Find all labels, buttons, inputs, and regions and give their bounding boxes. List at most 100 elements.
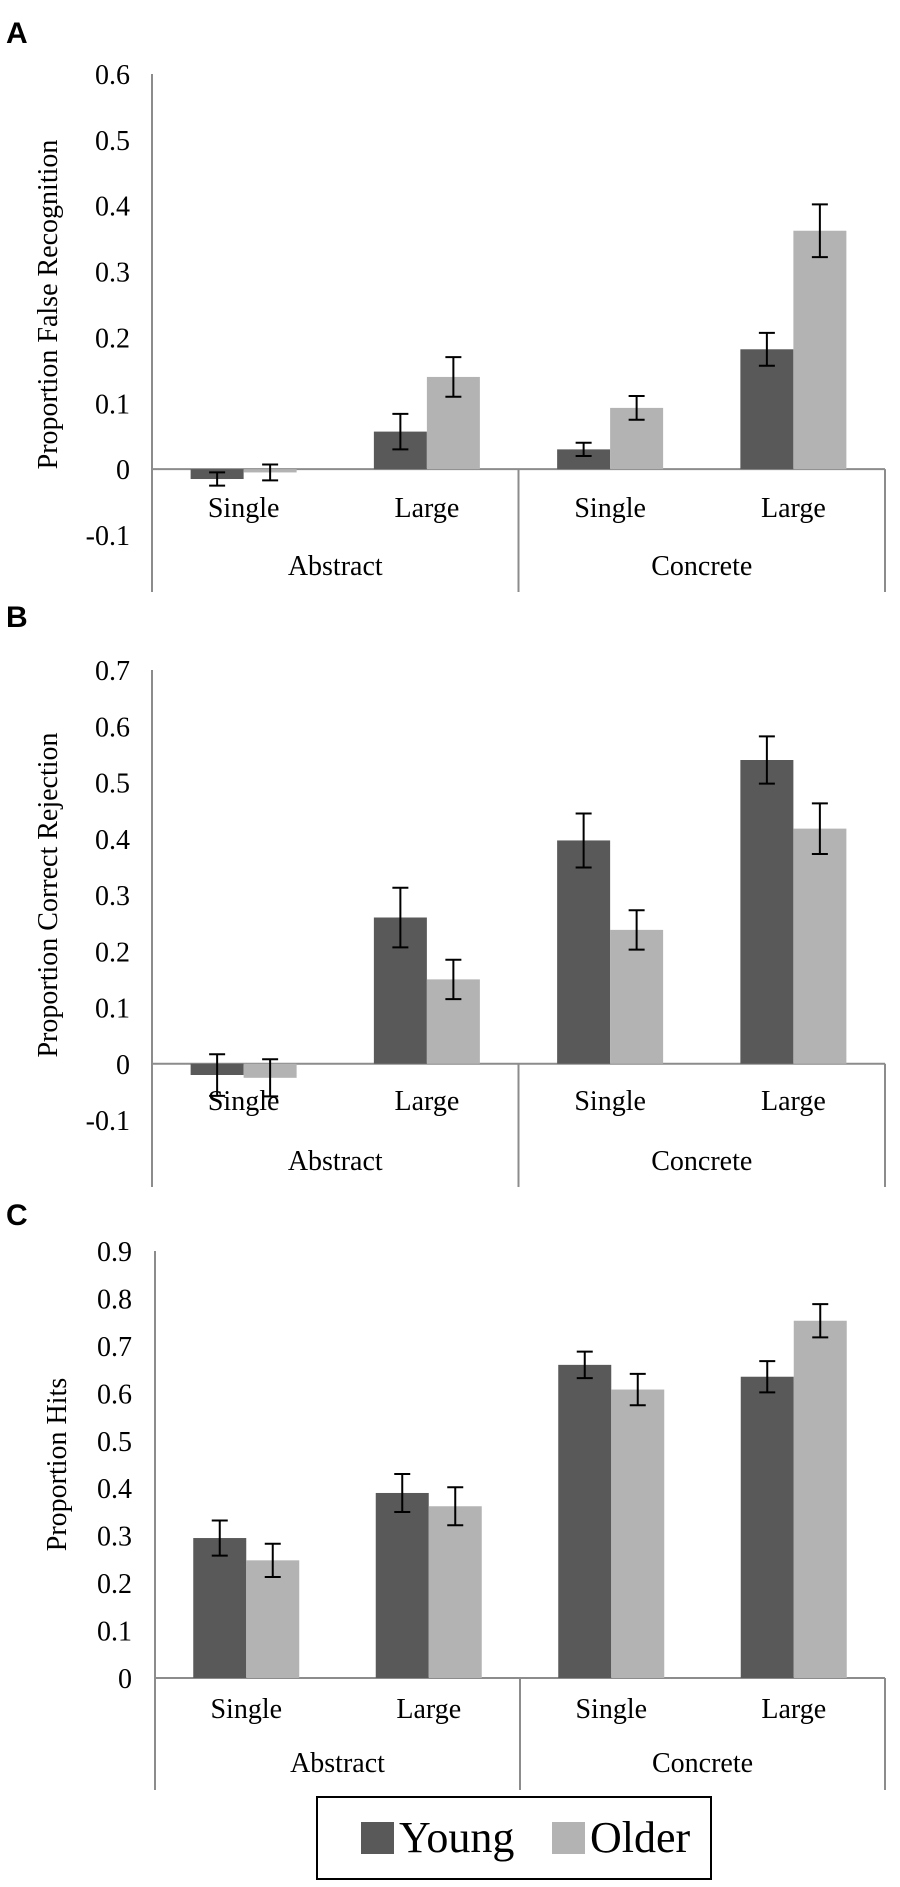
legend-swatch-young <box>361 1822 394 1854</box>
x-category-label: Single <box>574 1086 646 1117</box>
y-tick-label: 0.2 <box>97 1569 132 1600</box>
error-bar-older <box>445 958 462 1001</box>
error-bar-young <box>211 1519 228 1557</box>
y-tick-label: 0.4 <box>97 1474 132 1505</box>
x-category-label: Single <box>574 493 646 524</box>
y-tick-label: 0.5 <box>95 769 130 800</box>
y-tick-label: 0.4 <box>95 825 130 856</box>
y-tick-label: 0.5 <box>97 1427 132 1458</box>
error-bar-young <box>758 331 775 367</box>
y-tick-label: -0.1 <box>86 1106 130 1137</box>
y-tick-label: 0.3 <box>95 258 130 289</box>
x-category-label: Large <box>761 1086 826 1117</box>
bar-young <box>740 760 794 1064</box>
error-bar-older <box>262 463 279 482</box>
error-bar-older <box>812 1303 829 1339</box>
y-tick-label: 0.2 <box>95 937 130 968</box>
y-tick-label: 0.3 <box>97 1522 132 1553</box>
y-tick-label: 0 <box>116 455 130 486</box>
x-category-label: Large <box>761 1694 826 1725</box>
error-bar-older <box>628 909 645 951</box>
y-tick-label: 0.1 <box>95 994 130 1025</box>
y-tick-label: 0.8 <box>97 1284 132 1315</box>
error-bar-young <box>575 812 592 869</box>
y-tick-label: 0 <box>118 1664 132 1695</box>
error-bar-young <box>392 412 409 451</box>
x-group-label: Concrete <box>651 1146 752 1177</box>
error-bar-young <box>759 1360 776 1394</box>
x-category-label: Large <box>394 493 459 524</box>
y-tick-label: -0.1 <box>86 521 130 552</box>
x-category-label: Single <box>208 1086 280 1117</box>
y-tick-label: 0.4 <box>95 192 130 223</box>
y-tick-label: 0.3 <box>95 881 130 912</box>
x-category-label: Single <box>208 493 280 524</box>
bar-older <box>793 828 847 1064</box>
x-group-label: Concrete <box>652 1748 753 1779</box>
panel-c: C 0 0.1 0.2 0.3 0.4 0.5 0.6 0.7 0.8 0.9 Proportion … <box>6 1199 886 1790</box>
y-tick-label: 0.9 <box>97 1237 132 1268</box>
bar-young <box>375 1492 429 1678</box>
panel-b: B -0.1 0 0.1 0.2 0.3 0.4 0.5 0.6 0.7 Proportion Co… <box>6 601 886 1187</box>
error-bar-young <box>575 441 592 457</box>
error-bar-young <box>392 886 409 949</box>
y-tick-label: 0.1 <box>97 1617 132 1648</box>
y-axis-label: Proportion Correct Rejection <box>33 732 64 1057</box>
x-group-label: Abstract <box>288 1146 383 1177</box>
bar-older <box>793 230 847 470</box>
panel-letter: A <box>6 17 28 50</box>
bar-older <box>610 929 664 1064</box>
error-bar-young <box>209 471 226 487</box>
error-bar-older <box>262 1058 279 1098</box>
bar-older <box>246 1560 300 1678</box>
y-tick-label: 0.5 <box>95 126 130 157</box>
legend: Young Older <box>316 1796 712 1880</box>
panel-letter: C <box>6 1199 28 1232</box>
error-bar-young <box>758 735 775 785</box>
x-category-label: Large <box>394 1086 459 1117</box>
y-tick-label: 0.7 <box>97 1332 132 1363</box>
error-bar-older <box>629 1372 646 1407</box>
bar-young <box>740 349 794 470</box>
bar-young <box>557 449 611 470</box>
error-bar-older <box>264 1542 281 1578</box>
x-category-label: Large <box>396 1694 461 1725</box>
bar-young <box>193 1538 247 1678</box>
panels: A -0.1 0 0.1 0.2 0.3 0.4 0.5 0.6 Proportion False… <box>6 17 886 1790</box>
error-bar-older <box>811 203 828 259</box>
bar-young <box>740 1376 794 1678</box>
x-group-label: Abstract <box>288 551 383 582</box>
y-tick-label: 0.6 <box>95 712 130 743</box>
y-axis-label: Proportion Hits <box>42 1378 73 1551</box>
legend-label-older: Older <box>590 1813 691 1862</box>
error-bar-young <box>209 1053 226 1097</box>
y-tick-label: 0.6 <box>97 1379 132 1410</box>
legend-label-young: Young <box>399 1813 514 1862</box>
bar-older <box>611 1389 665 1678</box>
bar-young <box>557 840 611 1064</box>
x-group-label: Abstract <box>290 1748 385 1779</box>
error-bar-older <box>445 356 462 398</box>
bar-older <box>428 1506 482 1678</box>
x-category-label: Single <box>210 1694 282 1725</box>
bar-older <box>793 1320 847 1678</box>
x-group-label: Concrete <box>651 551 752 582</box>
y-tick-label: 0.6 <box>95 60 130 91</box>
bar-young <box>558 1364 612 1678</box>
legend-swatch-older <box>552 1822 585 1854</box>
y-tick-label: 0.1 <box>95 389 130 420</box>
y-tick-label: 0.7 <box>95 656 130 687</box>
y-tick-label: 0.2 <box>95 323 130 354</box>
y-tick-label: 0 <box>116 1050 130 1081</box>
error-bar-older <box>628 395 645 421</box>
x-category-label: Single <box>575 1694 647 1725</box>
error-bar-older <box>811 802 828 855</box>
error-bar-young <box>576 1350 593 1380</box>
y-axis-label: Proportion False Recognition <box>33 140 64 470</box>
panel-letter: B <box>6 601 28 634</box>
x-category-label: Large <box>761 493 826 524</box>
error-bar-older <box>447 1486 464 1527</box>
error-bar-young <box>394 1472 411 1513</box>
panel-a: A -0.1 0 0.1 0.2 0.3 0.4 0.5 0.6 Proportion False… <box>6 17 886 592</box>
